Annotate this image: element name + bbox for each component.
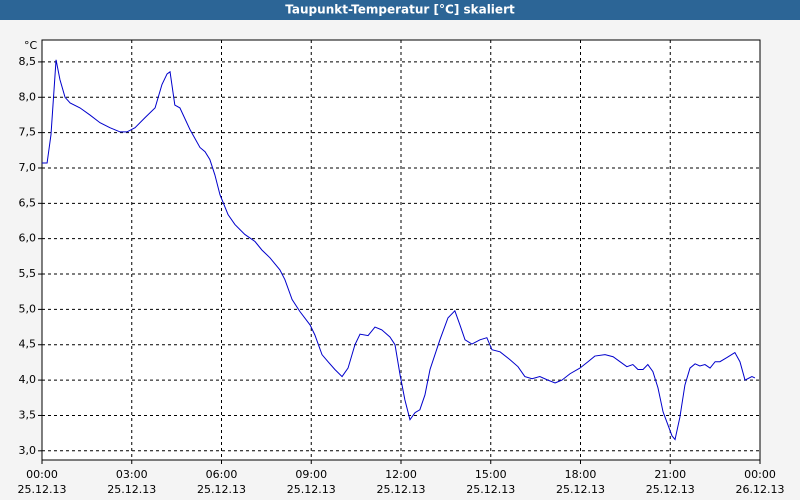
y-tick-label: 4,0 xyxy=(19,373,37,386)
y-tick-label: 8,5 xyxy=(19,55,37,68)
x-tick-date: 26.12.13 xyxy=(736,483,785,496)
x-tick-label: 06:00 xyxy=(206,468,238,481)
data-line xyxy=(42,59,756,441)
chart-title: Taupunkt-Temperatur [°C] skaliert xyxy=(285,3,515,17)
x-tick-date: 25.12.13 xyxy=(556,483,605,496)
y-tick-label: 4,5 xyxy=(19,338,37,351)
x-tick-date: 25.12.13 xyxy=(107,483,156,496)
x-tick-date: 25.12.13 xyxy=(377,483,426,496)
y-tick-label: 6,0 xyxy=(19,232,37,245)
x-tick-label: 18:00 xyxy=(565,468,597,481)
x-tick-label: 12:00 xyxy=(385,468,417,481)
y-tick-label: 7,5 xyxy=(19,126,37,139)
y-tick-label: 6,5 xyxy=(19,196,37,209)
x-tick-label: 00:00 xyxy=(744,468,776,481)
y-tick-label: 5,0 xyxy=(19,302,37,315)
x-tick-label: 21:00 xyxy=(654,468,686,481)
y-tick-label: 3,0 xyxy=(19,444,37,457)
x-tick-date: 25.12.13 xyxy=(466,483,515,496)
y-tick-label: 7,0 xyxy=(19,161,37,174)
x-tick-date: 25.12.13 xyxy=(646,483,695,496)
y-tick-label: 8,0 xyxy=(19,90,37,103)
x-tick-label: 15:00 xyxy=(475,468,507,481)
x-tick-date: 25.12.13 xyxy=(18,483,67,496)
title-bar xyxy=(0,0,800,20)
x-tick-label: 09:00 xyxy=(295,468,327,481)
x-tick-date: 25.12.13 xyxy=(197,483,246,496)
x-tick-label: 00:00 xyxy=(26,468,58,481)
y-tick-label: 5,5 xyxy=(19,267,37,280)
x-tick-date: 25.12.13 xyxy=(287,483,336,496)
y-tick-label: 3,5 xyxy=(19,408,37,421)
x-tick-label: 03:00 xyxy=(116,468,148,481)
y-axis-unit: °C xyxy=(24,39,38,52)
